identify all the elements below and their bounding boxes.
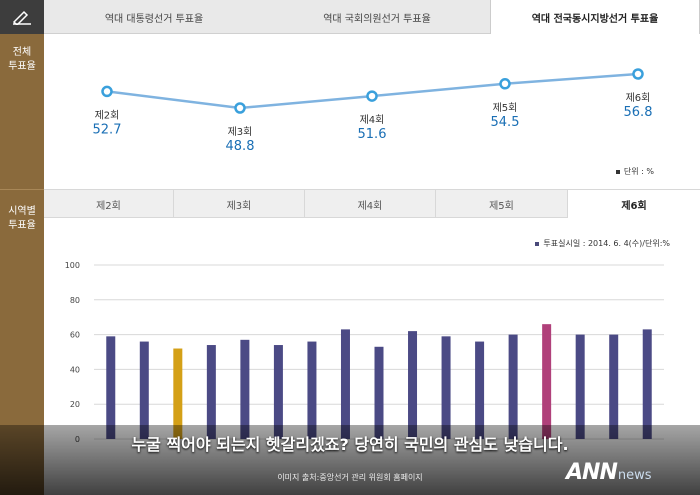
line-legend-text: 단위 : % [623, 167, 654, 176]
bar [475, 341, 485, 439]
tab-presidential[interactable]: 역대 대통령선거 투표율 [104, 13, 204, 25]
y-tick-label: 40 [70, 365, 80, 374]
bar [307, 341, 317, 439]
bar [542, 324, 552, 439]
legend-square [615, 169, 620, 174]
line-legend: 단위 : % [615, 166, 654, 177]
y-tick-label: 60 [70, 331, 80, 340]
subtab-round2[interactable]: 제2회 [44, 190, 174, 218]
bar-legend: 투표실시일 : 2014. 6. 4(수)/단위:% [535, 238, 670, 249]
sidebar-section1-line2: 투표율 [8, 61, 36, 72]
bar [441, 336, 451, 439]
sidebar-section1-line1: 전체 [12, 47, 32, 58]
y-tick-label: 80 [70, 296, 80, 305]
subtab-round4[interactable]: 제4회 [305, 190, 436, 218]
sidebar-section2-line2: 투표율 [8, 220, 36, 231]
bar [609, 334, 619, 439]
bar [408, 331, 418, 439]
logo-main: ANN [566, 460, 618, 485]
bar [106, 336, 116, 439]
bar-chart: 020406080100 [65, 261, 664, 444]
bar [575, 334, 585, 439]
line-point [366, 90, 378, 102]
line-value-label: 54.5 [491, 115, 520, 130]
line-category-label: 제4회 [360, 114, 385, 126]
bar [374, 346, 384, 439]
line-point [499, 78, 511, 90]
line-point [101, 85, 113, 98]
subtab-round3[interactable]: 제3회 [174, 190, 305, 218]
y-tick-label: 20 [70, 400, 80, 409]
edit-icon [12, 10, 31, 25]
sidebar-divider [0, 189, 44, 190]
bar [206, 345, 216, 439]
bar [508, 334, 518, 439]
line-value-label: 48.8 [226, 139, 255, 154]
tab-local[interactable]: 역대 전국동시지방선거 투표율 [490, 0, 700, 35]
bar [642, 329, 652, 439]
bar [273, 345, 283, 439]
caption: 누굴 찍어야 되는지 헷갈리겠죠? 당연히 국민의 관심도 낮습니다. [131, 435, 569, 454]
bar [340, 329, 350, 439]
subtab-round5[interactable]: 제5회 [436, 190, 568, 218]
line-category-label: 제2회 [95, 109, 120, 121]
line-point [632, 68, 644, 80]
sidebar-section2-line1: 시역별 [8, 206, 36, 217]
bar-legend-text: 투표실시일 : 2014. 6. 4(수)/단위:% [543, 239, 670, 248]
bar [173, 348, 183, 439]
line-category-label: 제3회 [228, 126, 253, 138]
logo-suffix: news [617, 468, 652, 483]
line-chart-panel: 제2회 52.7 제3회 48.8 제4회 51.6 제5회 54.5 제6회 56.8 [44, 34, 700, 189]
caption-overlay [0, 425, 700, 495]
image-source: 이미지 출처:중앙선거 관리 위원회 홈페이지 [277, 473, 423, 482]
y-tick-label: 100 [65, 261, 80, 270]
sidebar: 전체 투표율 시역별 투표율 [0, 0, 44, 495]
legend-square [535, 241, 540, 246]
line-value-label: 51.6 [358, 127, 387, 142]
round-tabs: 제2회 제3회 제4회 제5회 제6회 [44, 189, 700, 219]
election-tabs: 역대 대통령선거 투표율 역대 국회의원선거 투표율 역대 전국동시지방선거 투… [44, 0, 700, 35]
line-value-label: 52.7 [93, 122, 122, 137]
tab-national-assembly[interactable]: 역대 국회의원선거 투표율 [323, 13, 431, 25]
line-category-label: 제5회 [493, 102, 518, 114]
line-category-label: 제6회 [626, 92, 651, 104]
line-value-label: 56.8 [624, 105, 653, 120]
bar [139, 341, 149, 439]
sidebar-top[interactable] [0, 0, 44, 34]
bar [240, 339, 250, 439]
subtab-round6[interactable]: 제6회 [568, 190, 700, 219]
ann-news-logo: ANNnews [566, 460, 652, 485]
line-point [234, 102, 246, 114]
